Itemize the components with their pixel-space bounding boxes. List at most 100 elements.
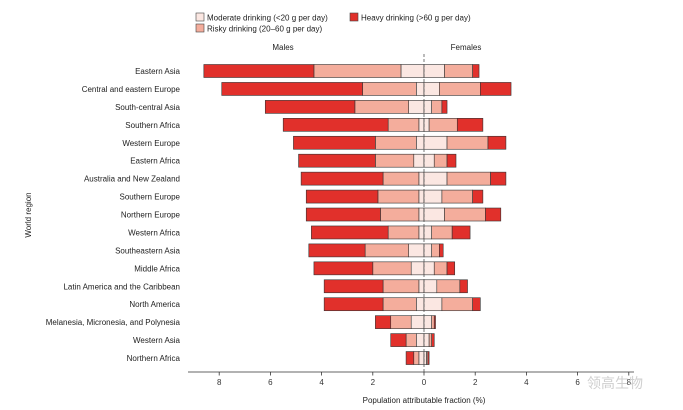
bar-female-risky: [431, 100, 443, 114]
bar-female-heavy: [446, 261, 456, 276]
x-tick-label: 4: [524, 378, 529, 387]
bar-male-heavy: [305, 207, 381, 222]
bar-male-risky: [375, 135, 417, 150]
category-label: Western Africa: [128, 228, 180, 237]
bar-female-moderate: [423, 315, 432, 329]
bar-male-heavy: [323, 279, 384, 294]
bar-male-moderate: [418, 279, 425, 294]
bar-male-risky: [382, 297, 417, 312]
bar-male-risky: [362, 82, 417, 96]
bar-male-heavy: [300, 171, 384, 186]
bar-male-moderate: [400, 64, 425, 78]
bar-female-risky: [441, 189, 473, 204]
bar-female-moderate: [423, 189, 443, 204]
bar-male-moderate: [416, 135, 425, 150]
bar-female-moderate: [423, 333, 430, 347]
bar-female-risky: [431, 315, 435, 329]
bar-male-risky: [413, 351, 420, 365]
bar-female-heavy: [439, 243, 444, 258]
bar-male-risky: [375, 153, 415, 168]
bar-female-heavy: [446, 153, 457, 168]
bar-female-heavy: [459, 279, 468, 294]
bar-female-risky: [428, 118, 458, 132]
bar-male-heavy: [390, 333, 407, 347]
category-label: Southern Africa: [125, 121, 180, 130]
x-tick-label: 8: [217, 378, 222, 387]
bar-male-moderate: [408, 100, 425, 114]
bar-female-risky: [446, 135, 489, 150]
bar-female-heavy: [487, 135, 507, 150]
bar-female-risky: [431, 225, 453, 240]
category-label: Middle Africa: [134, 264, 180, 273]
bar-male-risky: [372, 261, 412, 276]
bar-male-heavy: [313, 261, 374, 276]
category-labels: Eastern Asia Central and eastern Europe So…: [46, 67, 181, 363]
bar-female-moderate: [423, 279, 438, 294]
bar-female-risky: [431, 243, 440, 258]
bar-male-risky: [405, 333, 417, 347]
bar-female-heavy: [490, 171, 507, 186]
bar-male-heavy: [375, 315, 392, 329]
category-label: Southeastern Asia: [115, 246, 180, 255]
category-label: South-central Asia: [115, 103, 180, 112]
category-label: Melanesia, Micronesia, and Polynesia: [46, 318, 181, 327]
legend-swatch-risky: [195, 23, 205, 33]
bar-male-moderate: [418, 118, 425, 132]
bar-male-moderate: [410, 261, 425, 276]
bar-female-heavy: [472, 189, 484, 204]
bar-female-moderate: [423, 135, 448, 150]
category-label: Northern Europe: [121, 211, 181, 220]
bar-male-risky: [387, 118, 420, 132]
bar-male-heavy: [203, 64, 315, 78]
bar-male-moderate: [410, 315, 425, 329]
bar-female-heavy: [431, 333, 435, 347]
legend-label-moderate: Moderate drinking (<20 g per day): [207, 14, 328, 23]
bar-male-heavy: [305, 189, 379, 204]
category-label: Southern Europe: [120, 193, 181, 202]
legend-swatch-moderate: [195, 12, 205, 22]
bar-male-heavy: [293, 135, 376, 150]
bar-male-heavy: [405, 351, 415, 365]
bar-male-moderate: [416, 297, 425, 312]
bar-male-moderate: [413, 153, 425, 168]
category-label: Northern Africa: [127, 354, 181, 363]
bar-male-risky: [354, 100, 409, 114]
bar-male-moderate: [418, 225, 425, 240]
females-header: Females: [451, 43, 482, 52]
bar-female-moderate: [423, 225, 432, 240]
bar-female-risky: [444, 64, 473, 78]
bar-male-moderate: [418, 189, 425, 204]
bar-female-risky: [446, 171, 491, 186]
bar-male-moderate: [416, 333, 425, 347]
legend-swatch-heavy: [349, 12, 359, 22]
y-axis-title: World region: [24, 192, 33, 237]
category-label: Western Europe: [122, 139, 180, 148]
bar-female-heavy: [451, 225, 471, 240]
bar-male-risky: [390, 315, 412, 329]
bar-male-risky: [382, 171, 420, 186]
bar-female-heavy: [472, 64, 480, 78]
bar-male-heavy: [311, 225, 389, 240]
bar-female-moderate: [423, 100, 432, 114]
bar-female-moderate: [423, 351, 427, 365]
bar-female-risky: [433, 153, 448, 168]
x-axis-title: Population attributable fraction (%): [363, 396, 486, 405]
legend-label-risky: Risky drinking (20–60 g per day): [207, 25, 323, 34]
bar-male-heavy: [298, 153, 376, 168]
x-tick-label: 4: [319, 378, 324, 387]
bar-female-moderate: [423, 118, 430, 132]
category-label: Australia and New Zealand: [84, 175, 180, 184]
bar-male-heavy: [264, 100, 356, 114]
bar-female-heavy: [441, 100, 448, 114]
bar-female-moderate: [423, 297, 443, 312]
x-tick-label: 0: [422, 378, 427, 387]
watermark-text: 领高生物: [587, 375, 643, 392]
males-header: Males: [272, 43, 293, 52]
bar-male-risky: [387, 225, 420, 240]
bar-female-heavy: [427, 351, 430, 365]
bar-female-heavy: [480, 82, 512, 96]
bar-female-risky: [428, 333, 432, 347]
bar-female-risky: [439, 82, 481, 96]
bar-male-moderate: [418, 171, 425, 186]
bar-female-moderate: [423, 64, 445, 78]
